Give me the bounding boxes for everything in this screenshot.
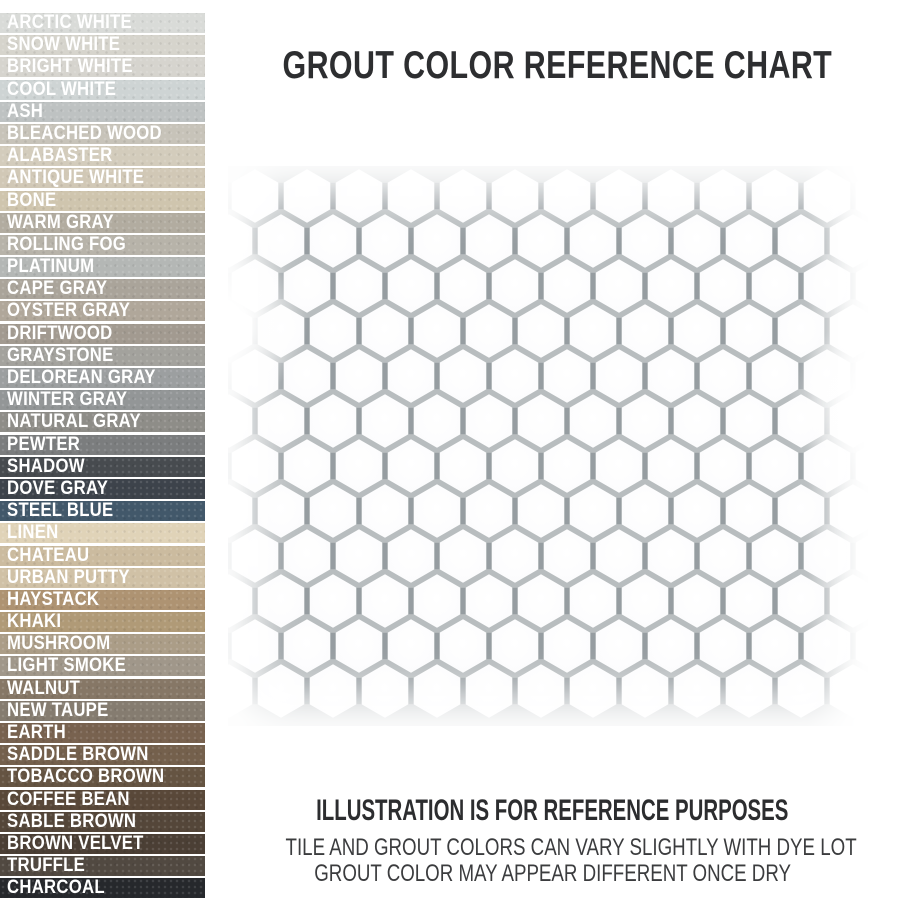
hex-tile-svg xyxy=(228,166,868,726)
swatch-label: HAYSTACK xyxy=(7,589,100,610)
swatch-label: NATURAL GRAY xyxy=(7,412,141,433)
swatch-row: GRAYSTONE xyxy=(0,345,205,366)
swatch-row: ALABASTER xyxy=(0,146,205,167)
swatch-row: ANTIQUE WHITE xyxy=(0,168,205,189)
swatch-row: DELOREAN GRAY xyxy=(0,368,205,388)
page-title: GROUT COLOR REFERENCE CHART xyxy=(205,44,900,88)
swatch-label: CHARCOAL xyxy=(7,878,105,899)
swatch-row: OYSTER GRAY xyxy=(0,301,205,322)
swatch-label: PEWTER xyxy=(7,434,81,455)
swatch-label: ARCTIC WHITE xyxy=(7,13,132,33)
swatch-label: WARM GRAY xyxy=(7,212,114,233)
swatch-label: DELOREAN GRAY xyxy=(7,368,156,388)
swatch-label: CHATEAU xyxy=(7,545,90,566)
swatch-label: TOBACCO BROWN xyxy=(7,767,165,788)
swatch-row: DRIFTWOOD xyxy=(0,323,205,344)
footer-subtext: TILE AND GROUT COLORS CAN VARY SLIGHTLY … xyxy=(205,835,900,887)
swatch-row: ASH xyxy=(0,101,205,122)
swatch-label: KHAKI xyxy=(7,612,62,633)
footer-heading-text: ILLUSTRATION IS FOR REFERENCE PURPOSES xyxy=(316,794,789,827)
swatch-row: LINEN xyxy=(0,523,205,544)
swatch-label: URBAN PUTTY xyxy=(7,567,130,588)
swatch-row: SADDLE BROWN xyxy=(0,745,205,766)
swatch-label: BONE xyxy=(7,190,57,211)
swatch-label: WINTER GRAY xyxy=(7,390,128,411)
grout-color-swatch-list: ARCTIC WHITE SNOW WHITE BRIGHT WHITE COOL W… xyxy=(0,0,205,900)
swatch-row: URBAN PUTTY xyxy=(0,567,205,588)
swatch-label: ANTIQUE WHITE xyxy=(7,168,145,189)
tile-mosaic-illustration xyxy=(228,166,868,726)
swatch-label: ALABASTER xyxy=(7,146,113,167)
swatch-label: NEW TAUPE xyxy=(7,700,109,721)
swatch-row: NEW TAUPE xyxy=(0,700,205,721)
footer-line-1: TILE AND GROUT COLORS CAN VARY SLIGHTLY … xyxy=(285,834,857,861)
swatch-label: OYSTER GRAY xyxy=(7,301,131,322)
swatch-row: STEEL BLUE xyxy=(0,501,205,522)
swatch-label: LIGHT SMOKE xyxy=(7,656,127,677)
swatch-row: MUSHROOM xyxy=(0,634,205,655)
swatch-row: BLEACHED WOOD xyxy=(0,123,205,144)
swatch-row: ARCTIC WHITE xyxy=(0,13,205,33)
swatch-label: BROWN VELVET xyxy=(7,833,144,854)
swatch-row: ROLLING FOG xyxy=(0,234,205,255)
swatch-label: DRIFTWOOD xyxy=(7,323,113,344)
swatch-row: LIGHT SMOKE xyxy=(0,656,205,677)
swatch-row: NATURAL GRAY xyxy=(0,412,205,433)
swatch-label: SADDLE BROWN xyxy=(7,745,149,766)
footer-line-2: GROUT COLOR MAY APPEAR DIFFERENT ONCE DR… xyxy=(314,860,791,887)
swatch-row: WINTER GRAY xyxy=(0,390,205,411)
swatch-row: WALNUT xyxy=(0,678,205,699)
swatch-label: EARTH xyxy=(7,723,66,743)
swatch-row: SHADOW xyxy=(0,456,205,477)
swatch-row: SABLE BROWN xyxy=(0,811,205,832)
swatch-label: PLATINUM xyxy=(7,257,95,278)
swatch-label: MUSHROOM xyxy=(7,634,111,655)
footer-disclaimer: ILLUSTRATION IS FOR REFERENCE PURPOSES T… xyxy=(205,794,900,887)
swatch-row: BRIGHT WHITE xyxy=(0,57,205,78)
swatch-label: GRAYSTONE xyxy=(7,345,114,366)
swatch-row: CAPE GRAY xyxy=(0,279,205,300)
swatch-label: COFFEE BEAN xyxy=(7,789,130,810)
swatch-row: CHARCOAL xyxy=(0,878,205,899)
swatch-row: TRUFFLE xyxy=(0,856,205,877)
swatch-label: ROLLING FOG xyxy=(7,234,127,255)
swatch-row: PLATINUM xyxy=(0,257,205,278)
swatch-row: COFFEE BEAN xyxy=(0,789,205,810)
swatch-label: STEEL BLUE xyxy=(7,501,114,522)
swatch-row: CHATEAU xyxy=(0,545,205,566)
swatch-row: EARTH xyxy=(0,723,205,743)
swatch-label: SHADOW xyxy=(7,456,85,477)
swatch-row: COOL WHITE xyxy=(0,79,205,100)
swatch-label: BRIGHT WHITE xyxy=(7,57,133,78)
swatch-row: KHAKI xyxy=(0,612,205,633)
swatch-row: PEWTER xyxy=(0,434,205,455)
swatch-row: DOVE GRAY xyxy=(0,478,205,499)
swatch-row: WARM GRAY xyxy=(0,212,205,233)
swatch-label: COOL WHITE xyxy=(7,79,117,100)
swatch-label: BLEACHED WOOD xyxy=(7,123,162,144)
swatch-label: WALNUT xyxy=(7,678,81,699)
swatch-row: TOBACCO BROWN xyxy=(0,767,205,788)
swatch-row: BONE xyxy=(0,190,205,211)
swatch-label: CAPE GRAY xyxy=(7,279,108,300)
swatch-label: TRUFFLE xyxy=(7,856,86,877)
swatch-label: LINEN xyxy=(7,523,59,544)
swatch-label: DOVE GRAY xyxy=(7,478,109,499)
swatch-label: SABLE BROWN xyxy=(7,811,137,832)
swatch-row: SNOW WHITE xyxy=(0,35,205,56)
hex-grid xyxy=(228,166,868,726)
swatch-label: ASH xyxy=(7,101,44,122)
swatch-row: BROWN VELVET xyxy=(0,833,205,854)
footer-heading: ILLUSTRATION IS FOR REFERENCE PURPOSES xyxy=(205,794,900,828)
page-title-text: GROUT COLOR REFERENCE CHART xyxy=(282,44,833,87)
swatch-label: SNOW WHITE xyxy=(7,35,121,56)
swatch-row: HAYSTACK xyxy=(0,589,205,610)
